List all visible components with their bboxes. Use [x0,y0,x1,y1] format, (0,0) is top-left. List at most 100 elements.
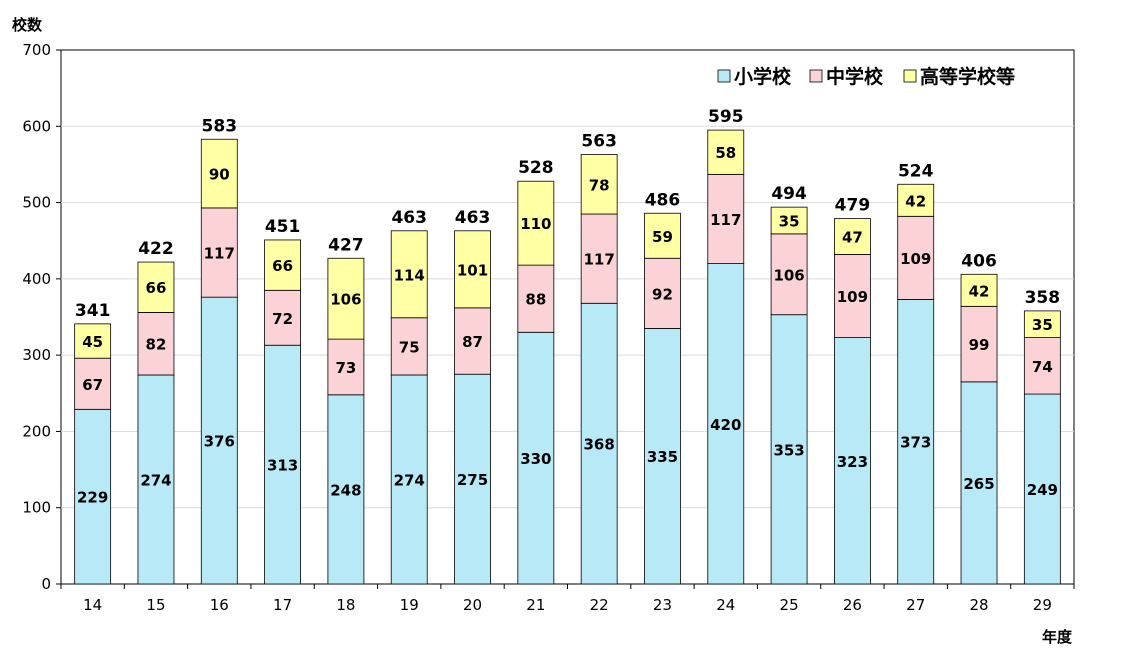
bar-segment [454,373,491,585]
segment-value-label: 275 [457,471,488,489]
segment-value-label: 330 [520,450,551,468]
bar-segment [264,239,301,291]
axes: 0 100 200 300 400 500 600 700 14 15 16 17 18 19 20 21 22… [22,41,1075,614]
segment-value-label: 45 [82,333,103,351]
bar-segment [644,328,681,585]
bar-segment [707,263,745,585]
bar-segment [960,305,998,383]
y-tick-label: 300 [22,346,51,364]
segment-value-label: 75 [399,338,420,356]
bar-segment [264,344,301,585]
segment-value-label: 42 [969,282,990,300]
y-tick-label: 600 [22,117,51,135]
segment-value-label: 88 [525,291,546,309]
bar-segment [897,299,935,585]
bar-total-label: 358 [1025,288,1061,308]
bar-segment [390,374,428,585]
segment-value-label: 66 [146,279,167,297]
segment-value-label: 335 [647,448,678,466]
segment-value-label: 109 [837,288,868,306]
y-tick-label: 700 [22,41,51,59]
legend: 小学校 中学校 高等学校等 [717,65,1015,88]
y-axis-title: 校数 [12,16,43,34]
segment-value-label: 117 [584,251,615,269]
bar-segment [74,357,112,410]
bar-segment [644,257,681,329]
bar-segment [517,331,555,585]
bar-segment [1023,310,1061,338]
bar-total-label: 463 [455,208,491,228]
x-tick-label: 23 [653,596,672,614]
bar-segment [454,230,491,309]
segment-value-label: 59 [652,228,673,246]
segment-value-label: 117 [204,245,235,263]
segment-value-label: 265 [963,475,994,493]
bar-total-label: 486 [645,190,681,210]
segment-value-label: 229 [77,489,108,507]
segment-value-label: 67 [82,376,103,394]
segment-value-label: 78 [589,176,610,194]
y-tick-label: 500 [22,194,51,212]
bar-total-label: 528 [518,158,554,178]
x-tick-label: 25 [780,596,799,614]
segment-value-label: 35 [1032,316,1053,334]
x-tick-label: 18 [336,596,355,614]
segment-value-label: 82 [146,336,167,354]
bar-segment [327,257,365,340]
bar-total-label: 583 [202,116,238,136]
bar-total-label: 524 [898,161,934,181]
bar-segment [454,307,491,375]
segment-value-label: 90 [209,166,230,184]
y-tick-label: 400 [22,270,51,288]
segment-value-label: 353 [773,441,804,459]
bar-segment [960,273,998,307]
bar-segment [517,180,555,266]
bar-segment [897,183,935,217]
bar-segment [74,408,112,585]
segment-value-label: 47 [842,229,863,247]
x-tick-label: 19 [400,596,419,614]
segment-value-label: 42 [905,192,926,210]
legend-swatch [717,69,731,83]
segment-value-label: 58 [715,144,736,162]
bars [74,129,1061,585]
y-tick-label: 0 [41,575,51,593]
bar-total-label: 427 [328,235,364,255]
x-axis-title: 年度 [1042,628,1073,646]
legend-label: 中学校 [826,65,884,88]
legend-label: 高等学校等 [920,65,1015,88]
bar-segment [580,302,618,585]
x-tick-label: 22 [590,596,609,614]
bar-total-label: 422 [138,239,174,259]
x-tick-label: 15 [146,596,165,614]
bar-segment [834,254,871,338]
bar-segment [1023,393,1061,585]
x-tick-label: 26 [843,596,862,614]
bar-segment [137,261,175,313]
segment-value-label: 420 [710,416,741,434]
segment-value-label: 109 [900,250,931,268]
segment-value-label: 66 [272,257,293,275]
bar-segment [137,374,175,585]
segment-value-label: 114 [394,266,425,284]
segment-value-label: 368 [584,436,615,454]
segment-value-label: 323 [837,453,868,471]
segment-value-label: 249 [1027,481,1058,499]
bar-segment [200,296,238,585]
segment-value-label: 99 [969,336,990,354]
segment-value-label: 313 [267,457,298,475]
bar-segment [770,206,808,235]
bar-segment [834,218,871,255]
bar-segment [580,154,618,215]
segment-value-label: 376 [204,433,235,451]
legend-swatch [903,69,917,83]
segment-value-label: 117 [710,211,741,229]
legend-label: 小学校 [734,65,792,88]
bar-total-label: 341 [75,301,111,321]
segment-value-label: 274 [394,471,425,489]
bar-segment [200,138,238,209]
segment-value-label: 248 [330,481,361,499]
bar-total-label: 463 [391,208,427,228]
segment-value-label: 87 [462,333,483,351]
